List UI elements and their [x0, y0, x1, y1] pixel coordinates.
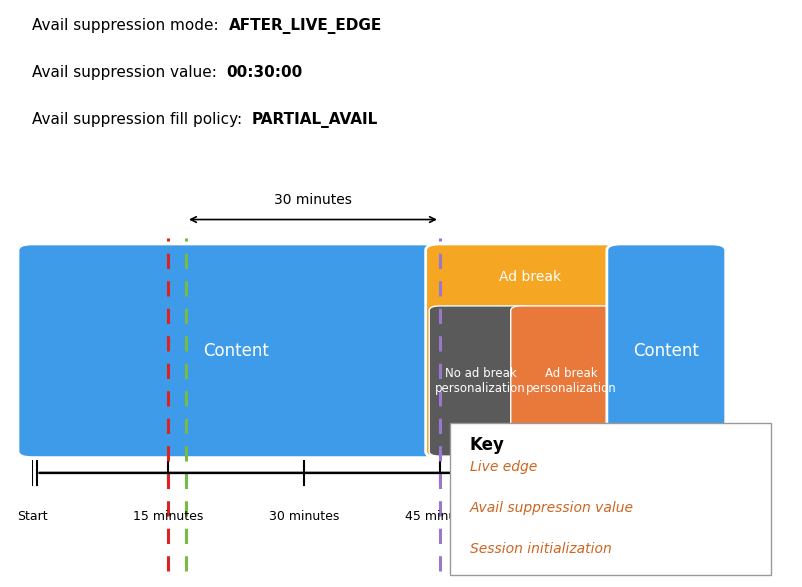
Text: 1 hour: 1 hour [555, 510, 595, 522]
Text: Session initialization: Session initialization [469, 542, 611, 556]
Text: Content: Content [633, 342, 699, 360]
Text: PARTIAL_AVAIL: PARTIAL_AVAIL [252, 112, 378, 127]
Text: Content: Content [203, 342, 269, 360]
Text: AFTER_LIVE_EDGE: AFTER_LIVE_EDGE [229, 18, 381, 33]
FancyBboxPatch shape [425, 244, 634, 458]
Text: Avail suppression value: Avail suppression value [469, 501, 633, 515]
Text: Ad break: Ad break [499, 269, 561, 284]
FancyBboxPatch shape [510, 306, 631, 456]
Text: Avail suppression mode:: Avail suppression mode: [32, 18, 229, 33]
FancyBboxPatch shape [428, 306, 531, 456]
Text: No ad break
personalization: No ad break personalization [435, 367, 525, 395]
Text: Key: Key [469, 436, 504, 454]
FancyBboxPatch shape [606, 244, 725, 458]
Text: Start: Start [17, 510, 47, 522]
Text: 30 minutes: 30 minutes [273, 193, 351, 207]
Text: Avail suppression value:: Avail suppression value: [32, 65, 226, 80]
Text: 15 minutes: 15 minutes [132, 510, 203, 522]
Text: Avail suppression fill policy:: Avail suppression fill policy: [32, 112, 252, 127]
Text: Ad break
personalization: Ad break personalization [525, 367, 616, 395]
Text: 00:30:00: 00:30:00 [226, 65, 302, 80]
Text: 45 minutes: 45 minutes [404, 510, 475, 522]
Text: 30 minutes: 30 minutes [269, 510, 338, 522]
Text: Live edge: Live edge [469, 460, 537, 474]
FancyBboxPatch shape [18, 244, 453, 458]
